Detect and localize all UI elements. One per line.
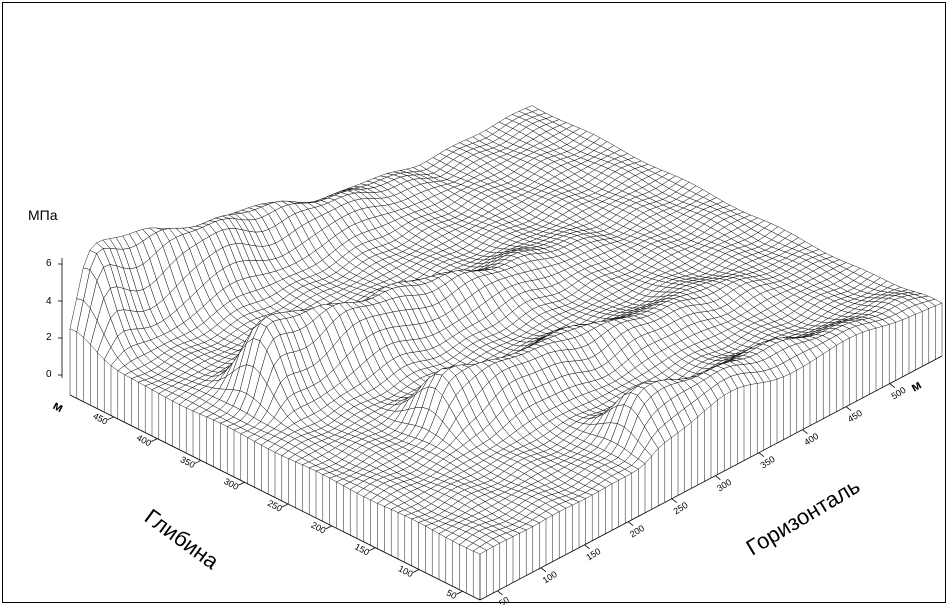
z-tick: 4	[46, 296, 52, 307]
surface-mesh	[69, 105, 943, 555]
z-tick: 0	[46, 369, 52, 380]
z-tick: 6	[46, 258, 52, 269]
z-axis-unit: МПа	[28, 207, 58, 223]
z-tick: 2	[46, 332, 52, 343]
